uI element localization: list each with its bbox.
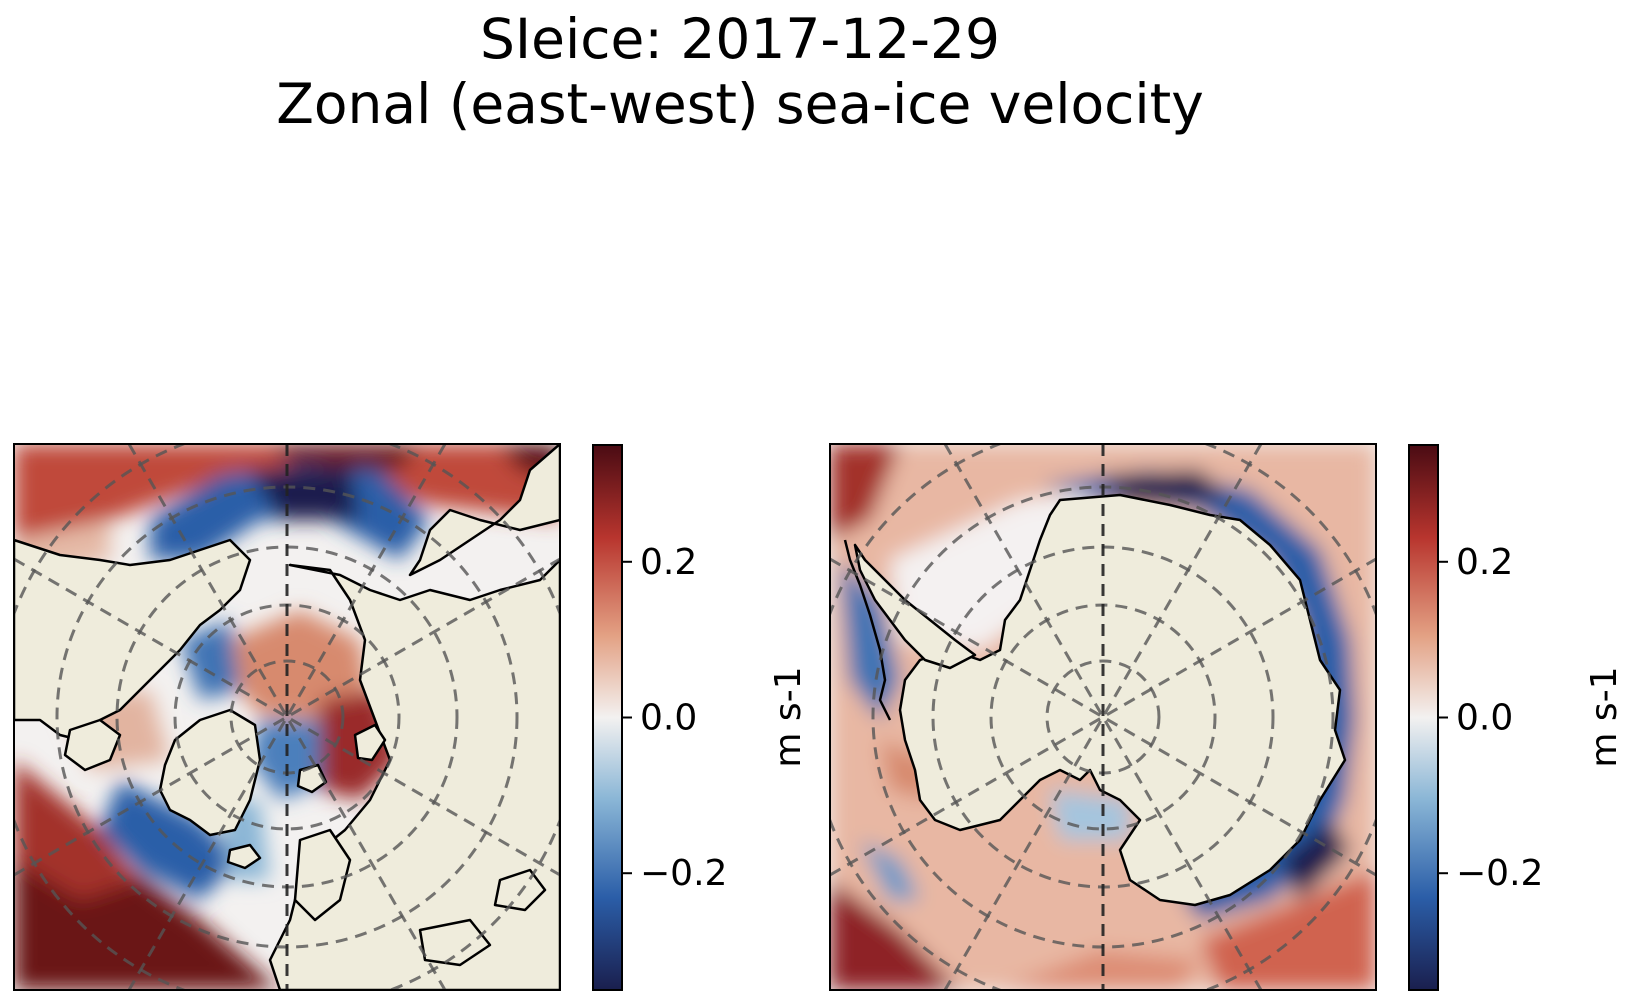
north-polar-map bbox=[13, 443, 561, 991]
figure-title-line-2: Zonal (east-west) sea-ice velocity bbox=[276, 72, 1204, 136]
south-colorbar-tick-label: −0.2 bbox=[1456, 853, 1543, 894]
south-colorbar: 0.2 0.0 −0.2 m s-1 bbox=[1408, 444, 1625, 991]
north-landmasses bbox=[14, 444, 560, 990]
north-colorbar: 0.2 0.0 −0.2 m s-1 bbox=[592, 444, 809, 991]
north-colorbar-label: m s-1 bbox=[768, 666, 809, 767]
south-polar-map bbox=[829, 443, 1377, 991]
south-colorbar-label: m s-1 bbox=[1584, 666, 1625, 767]
north-colorbar-tick-label: 0.0 bbox=[640, 698, 697, 739]
south-graticule bbox=[830, 444, 1376, 990]
figure-title-line-1: SIeice: 2017-12-29 bbox=[480, 7, 1000, 71]
south-colorbar-ramp bbox=[1408, 444, 1439, 991]
south-map-frame bbox=[829, 443, 1377, 991]
north-colorbar-tick-label: 0.2 bbox=[640, 542, 697, 583]
north-colorbar-tick-label: −0.2 bbox=[640, 853, 727, 894]
north-graticule bbox=[14, 444, 560, 990]
south-colorbar-tick-label: 0.0 bbox=[1456, 698, 1513, 739]
north-colorbar-ramp bbox=[592, 444, 623, 991]
south-colorbar-tick-label: 0.2 bbox=[1456, 542, 1513, 583]
north-map-frame bbox=[13, 443, 561, 991]
